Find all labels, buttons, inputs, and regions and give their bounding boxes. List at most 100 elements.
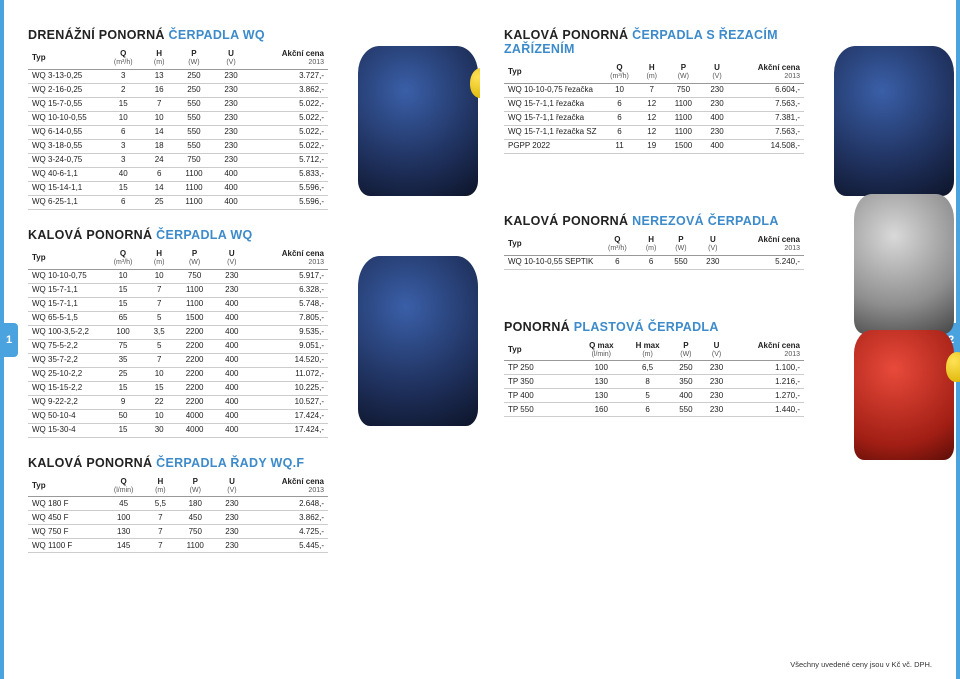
pump-icon [854, 194, 954, 334]
cell: WQ 15-15-2,2 [28, 381, 102, 395]
col-unit: (V) [218, 59, 244, 68]
cell: 100 [578, 361, 625, 375]
col-header: Q(m³/h) [597, 234, 637, 255]
cell: 230 [215, 283, 249, 297]
col-unit: (V) [219, 487, 245, 496]
cell: 550 [665, 255, 697, 269]
cell: 400 [215, 409, 249, 423]
cell: 2200 [174, 325, 215, 339]
cell: 130 [578, 375, 625, 389]
cell: 6 [102, 125, 144, 139]
col-header: Akční cena2013 [729, 234, 804, 255]
col-header: Akční cena2013 [732, 340, 804, 361]
section-cutter: KALOVÁ PONORNÁ ČERPADLA S ŘEZACÍM ZAŘÍZE… [504, 28, 804, 154]
col-header: Akční cena2013 [249, 476, 328, 497]
table-row: TP 55016065502301.440,- [504, 403, 804, 417]
cell: 5 [144, 311, 174, 325]
table-row: WQ 40-6-1,140611004005.833,- [28, 167, 328, 181]
col-header: Q max(l/min) [578, 340, 625, 361]
col-unit: (W) [669, 245, 693, 254]
cell: WQ 450 F [28, 511, 102, 525]
cell: 230 [214, 153, 248, 167]
cell: TP 350 [504, 375, 578, 389]
table-head: TypQ(m³/h)H(m)P(W)U(V)Akční cena2013 [504, 234, 804, 255]
cell: 16 [144, 83, 173, 97]
table-head: TypQ max(l/min)H max(m)P(W)U(V)Akční cen… [504, 340, 804, 361]
cell: 5.833,- [248, 167, 328, 181]
table-sludge-wq: TypQ(m³/h)H(m)P(W)U(V)Akční cena2013 WQ … [28, 248, 328, 438]
cell: 230 [215, 511, 249, 525]
cell: 130 [578, 389, 625, 403]
col-header: P(W) [671, 340, 702, 361]
table-body: WQ 10-10-0,7510107502305.917,-WQ 15-7-1,… [28, 269, 328, 437]
cell: TP 250 [504, 361, 578, 375]
cell: 5.022,- [248, 139, 328, 153]
title-part-black: KALOVÁ PONORNÁ [504, 214, 632, 228]
cell: 7.563,- [732, 97, 804, 111]
cell: 25 [102, 367, 144, 381]
cell: 5.022,- [248, 97, 328, 111]
cell: 1.216,- [732, 375, 804, 389]
table-stainless: TypQ(m³/h)H(m)P(W)U(V)Akční cena2013 WQ … [504, 234, 804, 270]
title-part-accent: PLASTOVÁ ČERPADLA [574, 320, 719, 334]
col-unit: (V) [701, 245, 725, 254]
cell: 6.328,- [249, 283, 328, 297]
col-header: U(V) [215, 476, 249, 497]
product-image [834, 46, 954, 196]
table-row: WQ 15-7-0,551575502305.022,- [28, 97, 328, 111]
product-image [358, 46, 478, 196]
cell: WQ 15-7-0,55 [28, 97, 102, 111]
cell: 230 [214, 69, 248, 83]
cell: WQ 3-24-0,75 [28, 153, 102, 167]
col-header: Q(l/min) [102, 476, 145, 497]
cell: 400 [702, 139, 732, 153]
cell: 750 [665, 83, 702, 97]
cell: 19 [639, 139, 665, 153]
cell: 145 [102, 539, 145, 553]
cell: 230 [702, 125, 732, 139]
table-row: WQ 1100 F145711002305.445,- [28, 539, 328, 553]
col-unit: 2013 [736, 73, 800, 82]
cell: 15 [102, 181, 144, 195]
table-body: TP 2501006,52502301.100,-TP 350130835023… [504, 361, 804, 417]
cell: 7 [144, 97, 173, 111]
cell: WQ 35-7-2,2 [28, 353, 102, 367]
product-image [358, 256, 478, 426]
cell: 250 [671, 361, 702, 375]
cell: 230 [215, 497, 249, 511]
cell: 450 [175, 511, 215, 525]
page-left: 1 DRENÁŽNÍ PONORNÁ ČERPADLA WQ TypQ(m³/h… [0, 0, 480, 679]
cell: 4.725,- [249, 525, 328, 539]
table-row: WQ 6-25-1,162511004005.596,- [28, 195, 328, 209]
col-header: P(W) [174, 48, 214, 69]
col-unit: (W) [675, 351, 698, 360]
cell: 230 [701, 403, 732, 417]
cell: 5.917,- [249, 269, 328, 283]
cell: 180 [175, 497, 215, 511]
section-stainless: KALOVÁ PONORNÁ NEREZOVÁ ČERPADLA TypQ(m³… [504, 214, 804, 270]
col-unit: (V) [705, 351, 728, 360]
cell: 1500 [665, 139, 702, 153]
col-header: P(W) [174, 248, 215, 269]
cell: WQ 3-13-0,25 [28, 69, 102, 83]
cell: 7 [144, 353, 174, 367]
catalog-spread: 1 DRENÁŽNÍ PONORNÁ ČERPADLA WQ TypQ(m³/h… [0, 0, 960, 679]
table-body: WQ 10-10-0,55 SEPTIK665502305.240,- [504, 255, 804, 269]
cell: 75 [102, 339, 144, 353]
cell: 10 [600, 83, 638, 97]
cell: 3.727,- [248, 69, 328, 83]
cell: 3,5 [144, 325, 174, 339]
cell: 5 [144, 339, 174, 353]
cell: 65 [102, 311, 144, 325]
table-row: WQ 450 F10074502303.862,- [28, 511, 328, 525]
col-unit: (W) [669, 73, 698, 82]
title-part-accent: ČERPADLA WQ [156, 228, 252, 242]
table-body: WQ 180 F455,51802302.648,-WQ 450 F100745… [28, 497, 328, 553]
cell: 230 [702, 83, 732, 97]
cell: 230 [214, 111, 248, 125]
cell: 1100 [174, 297, 215, 311]
cell: 1100 [174, 167, 214, 181]
cell: 400 [215, 339, 249, 353]
cell: 7 [145, 525, 175, 539]
pump-icon [854, 330, 954, 460]
